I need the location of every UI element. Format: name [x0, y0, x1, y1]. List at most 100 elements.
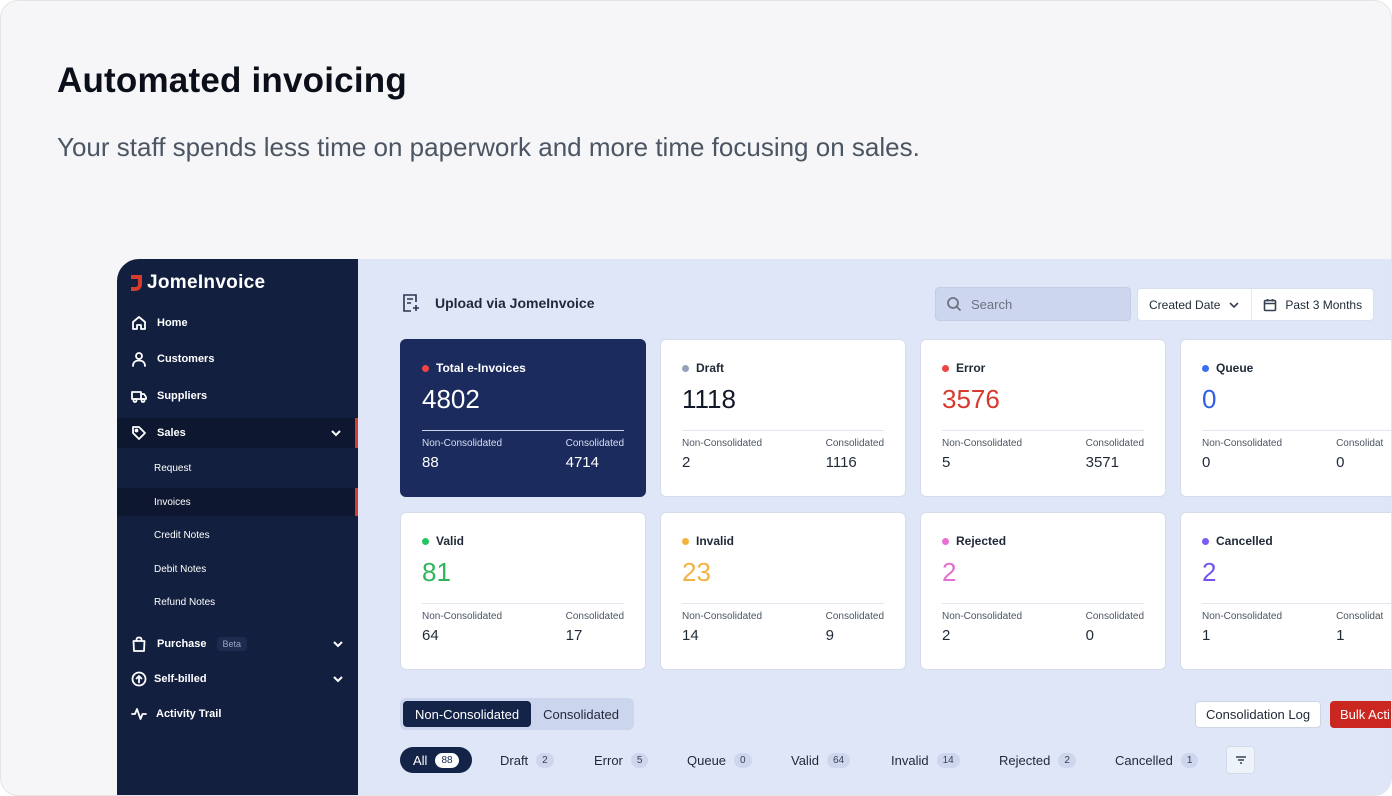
- status-tab-label: Rejected: [999, 752, 1051, 768]
- app-screenshot: JomeInvoice Home Customers Suppliers Sal…: [117, 259, 1391, 795]
- count-badge: 1: [1180, 752, 1199, 768]
- non-consolidated-value: 2: [682, 454, 691, 471]
- consolidation-log-button[interactable]: Consolidation Log: [1195, 701, 1322, 728]
- card-title: Error: [956, 361, 986, 375]
- consolidated-value: 1116: [825, 454, 857, 471]
- bag-icon: [131, 636, 147, 652]
- upload-via-jomeinvoice[interactable]: Upload via JomeInvoice: [402, 293, 595, 313]
- status-tab-draft[interactable]: Draft 2: [487, 747, 567, 773]
- stat-card-rejected[interactable]: Rejected 2 Non-Consolidated 2 Consolidate…: [920, 512, 1166, 670]
- stat-card-queue[interactable]: Queue 0 Non-Consolidated 0 Consolidat 0: [1180, 339, 1391, 497]
- status-tab-cancelled[interactable]: Cancelled 1: [1102, 747, 1211, 773]
- calendar-icon: [1264, 298, 1277, 311]
- stat-card-valid[interactable]: Valid 81 Non-Consolidated 64 Consolidated…: [400, 512, 646, 670]
- sidebar-item-activity-trail[interactable]: Activity Trail: [117, 699, 358, 729]
- status-dot: [942, 364, 949, 372]
- sidebar-item-purchase[interactable]: Purchase Beta: [117, 629, 358, 659]
- stat-card-invalid[interactable]: Invalid 23 Non-Consolidated 14 Consolidat…: [660, 512, 906, 670]
- created-date-select[interactable]: Created Date: [1138, 289, 1251, 320]
- status-dot: [682, 364, 689, 372]
- count-badge: 64: [826, 752, 851, 768]
- sidebar-item-self-billed[interactable]: Self-billed: [117, 664, 358, 694]
- sidebar-subitem-request[interactable]: Request: [154, 462, 192, 474]
- date-range-label: Past 3 Months: [1285, 297, 1363, 312]
- consolidation-toggle: Non-Consolidated Consolidated: [400, 698, 634, 730]
- sidebar-item-customers[interactable]: Customers: [117, 344, 358, 374]
- status-tab-invalid[interactable]: Invalid 14: [878, 747, 973, 773]
- consolidated-value: 17: [565, 627, 583, 644]
- search-input[interactable]: [971, 296, 1121, 312]
- upload-circle-icon: [131, 671, 147, 687]
- non-consolidated-value: 64: [422, 627, 439, 644]
- consolidated-label: Consolidat: [1336, 611, 1384, 622]
- divider: [682, 430, 884, 431]
- main-content: Upload via JomeInvoice Created Date Past…: [358, 259, 1391, 795]
- status-tab-valid[interactable]: Valid 64: [778, 747, 863, 773]
- non-consolidated-value: 1: [1202, 627, 1211, 644]
- toggle-non-consolidated[interactable]: Non-Consolidated: [403, 701, 532, 727]
- sidebar-subitem-invoices[interactable]: Invoices: [117, 488, 358, 516]
- toggle-consolidated[interactable]: Consolidated: [543, 706, 619, 722]
- consolidated-value: 9: [825, 627, 834, 644]
- sidebar-subitem-refund-notes[interactable]: Refund Notes: [154, 596, 216, 608]
- sidebar-subitem-debit-notes[interactable]: Debit Notes: [154, 563, 207, 575]
- tag-icon: [131, 425, 147, 441]
- stat-card-draft[interactable]: Draft 1118 Non-Consolidated 2 Consolidate…: [660, 339, 906, 497]
- logo[interactable]: JomeInvoice: [130, 272, 265, 294]
- status-tab-label: Queue: [687, 752, 727, 768]
- document-add-icon: [403, 294, 419, 312]
- date-range-button[interactable]: Past 3 Months: [1251, 289, 1373, 320]
- chevron-down-icon[interactable]: [332, 673, 344, 685]
- consolidated-label: Consolidated: [825, 438, 884, 449]
- sidebar-subitem-credit-notes[interactable]: Credit Notes: [154, 529, 210, 541]
- consolidated-label: Consolidated: [1085, 611, 1144, 622]
- non-consolidated-label: Non-Consolidated: [1202, 611, 1283, 622]
- status-tab-error[interactable]: Error 5: [581, 747, 661, 773]
- status-dot: [422, 364, 429, 372]
- consolidated-value: 3571: [1085, 454, 1119, 471]
- sidebar-item-label: Activity Trail: [156, 708, 222, 720]
- card-total: 2: [942, 557, 957, 587]
- sidebar-item-suppliers[interactable]: Suppliers: [117, 381, 358, 411]
- consolidated-label: Consolidated: [1085, 438, 1144, 449]
- sidebar-item-sales[interactable]: Sales: [117, 418, 358, 448]
- divider: [422, 430, 624, 431]
- chevron-down-icon[interactable]: [330, 427, 342, 439]
- sidebar-item-home[interactable]: Home: [117, 308, 358, 338]
- status-tab-all[interactable]: All 88: [400, 747, 472, 773]
- bulk-actions-button[interactable]: Bulk Acti: [1330, 701, 1391, 728]
- stat-card-cancelled[interactable]: Cancelled 2 Non-Consolidated 1 Consolidat…: [1180, 512, 1391, 670]
- status-dot: [422, 537, 429, 545]
- activity-icon: [131, 706, 147, 722]
- consolidated-value: 4714: [565, 454, 599, 471]
- sidebar-item-label: Sales: [157, 427, 186, 439]
- stat-card-error[interactable]: Error 3576 Non-Consolidated 5 Consolidate…: [920, 339, 1166, 497]
- count-badge: 5: [630, 752, 649, 768]
- non-consolidated-value: 0: [1202, 454, 1211, 471]
- status-tab-label: Invalid: [891, 752, 929, 768]
- consolidated-label: Consolidat: [1336, 438, 1384, 449]
- sidebar: JomeInvoice Home Customers Suppliers Sal…: [117, 259, 358, 795]
- non-consolidated-value: 14: [682, 627, 699, 644]
- home-icon: [131, 315, 147, 331]
- status-tab-queue[interactable]: Queue 0: [674, 747, 765, 773]
- divider: [682, 603, 884, 604]
- status-tab-label: Cancelled: [1115, 752, 1173, 768]
- created-date-label: Created Date: [1149, 297, 1221, 312]
- card-title: Valid: [436, 534, 465, 548]
- filter-button[interactable]: [1226, 746, 1255, 774]
- chevron-down-icon[interactable]: [332, 638, 344, 650]
- truck-icon: [131, 388, 147, 404]
- status-tab-label: Draft: [500, 752, 529, 768]
- card-total: 3576: [942, 384, 1000, 414]
- count-badge: 2: [536, 752, 554, 768]
- non-consolidated-label: Non-Consolidated: [942, 611, 1023, 622]
- status-tab-label: Error: [594, 752, 623, 768]
- count-badge: 0: [734, 752, 752, 768]
- stat-card-total[interactable]: Total e-Invoices 4802 Non-Consolidated 88…: [400, 339, 646, 497]
- status-tab-label: Valid: [791, 752, 819, 768]
- card-title: Draft: [696, 361, 725, 375]
- user-icon: [131, 351, 147, 367]
- status-tab-rejected[interactable]: Rejected 2: [986, 747, 1089, 773]
- status-tab-label: All: [413, 752, 428, 768]
